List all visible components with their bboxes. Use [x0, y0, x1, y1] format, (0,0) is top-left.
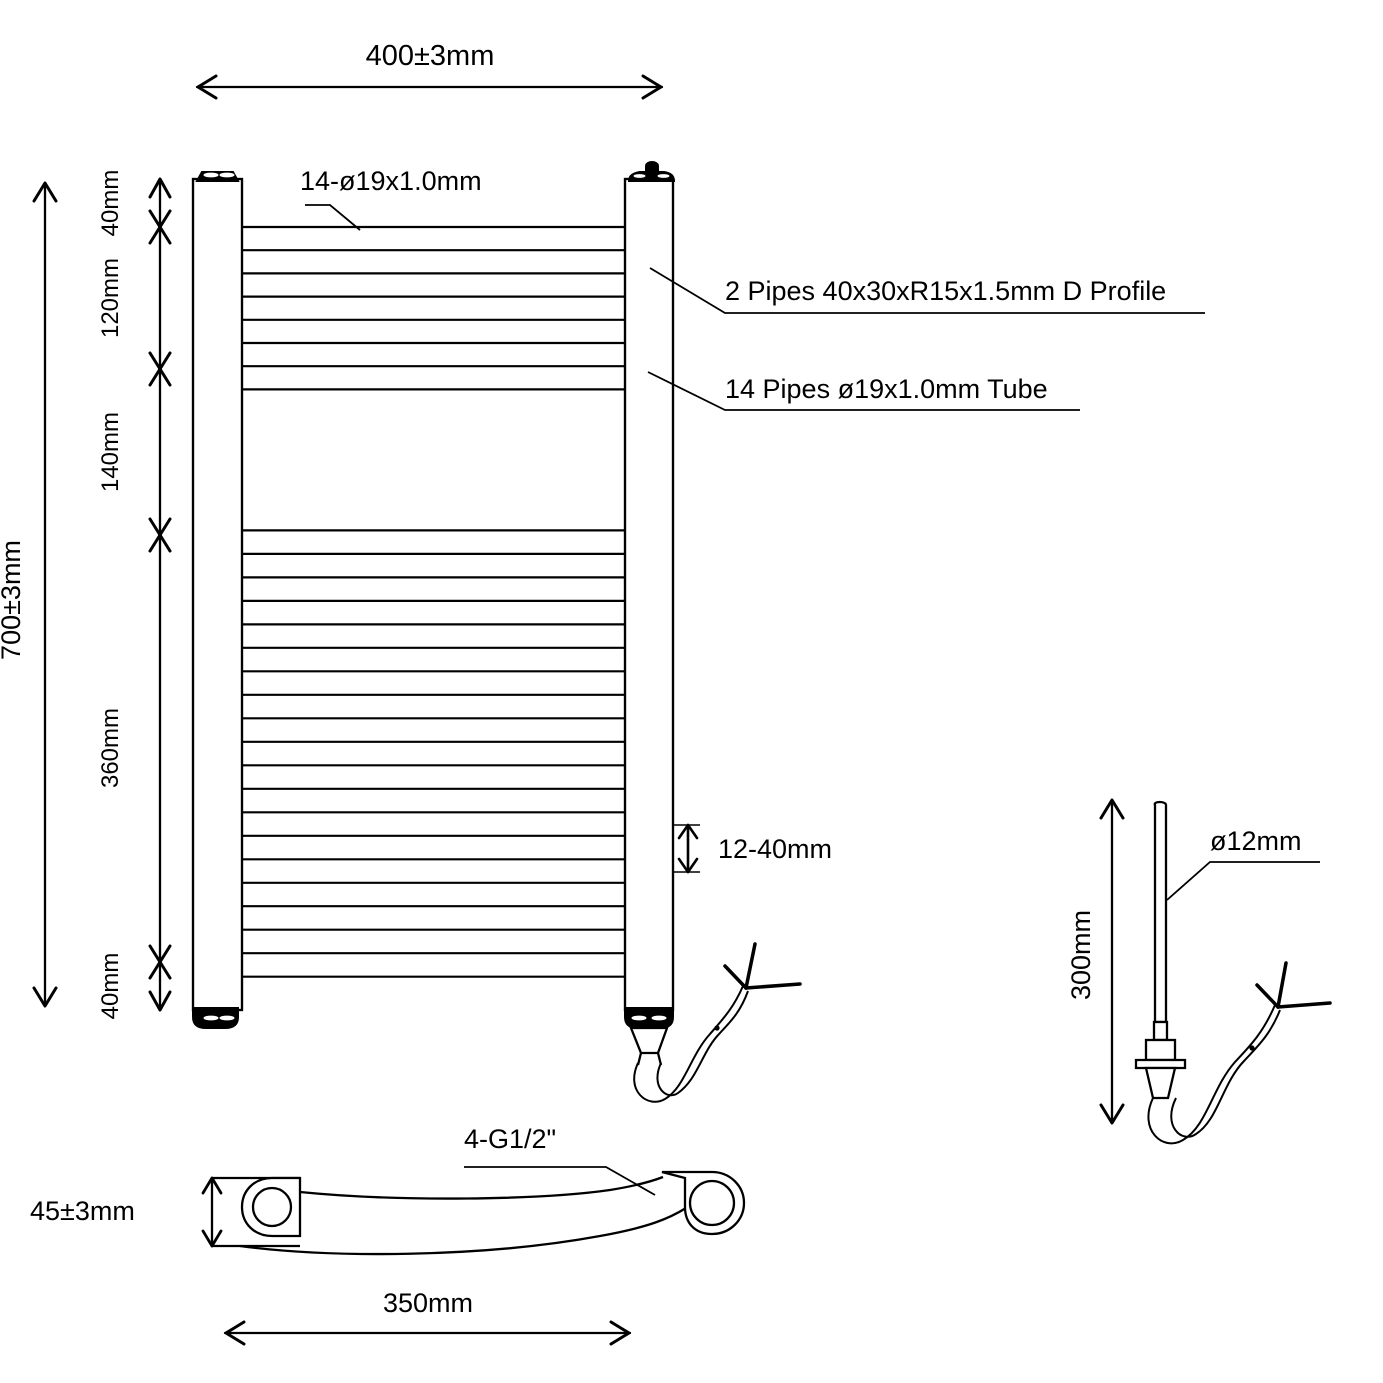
svg-text:360mm: 360mm	[97, 708, 124, 788]
svg-text:14-ø19x1.0mm: 14-ø19x1.0mm	[300, 166, 482, 196]
svg-text:4-G1/2": 4-G1/2"	[464, 1124, 556, 1154]
svg-text:400±3mm: 400±3mm	[366, 40, 495, 72]
svg-text:14 Pipes ø19x1.0mm Tube: 14 Pipes ø19x1.0mm Tube	[725, 374, 1048, 404]
svg-text:700±3mm: 700±3mm	[0, 540, 26, 660]
svg-text:45±3mm: 45±3mm	[30, 1196, 135, 1226]
svg-text:ø12mm: ø12mm	[1210, 826, 1302, 856]
svg-text:300mm: 300mm	[1066, 910, 1096, 1000]
svg-text:40mm: 40mm	[97, 953, 124, 1020]
svg-text:120mm: 120mm	[97, 258, 124, 338]
svg-text:140mm: 140mm	[97, 412, 124, 492]
svg-text:40mm: 40mm	[97, 170, 124, 237]
svg-text:350mm: 350mm	[383, 1288, 473, 1318]
svg-text:12-40mm: 12-40mm	[718, 834, 832, 864]
svg-text:2 Pipes 40x30xR15x1.5mm D Prof: 2 Pipes 40x30xR15x1.5mm D Profile	[725, 276, 1166, 306]
